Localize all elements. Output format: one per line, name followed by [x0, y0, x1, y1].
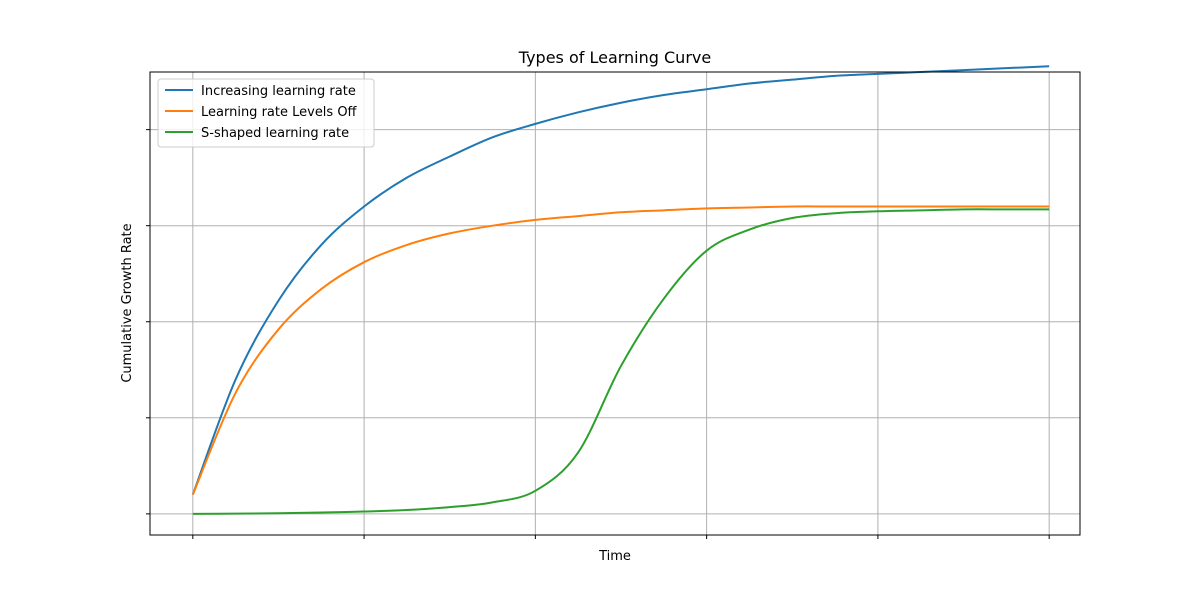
legend: Increasing learning rate Learning rate L…: [157, 78, 375, 148]
legend-label-s-shaped: S-shaped learning rate: [201, 126, 349, 141]
series-increasing-learning-rate: [191, 65, 1050, 496]
legend-box: [157, 78, 375, 148]
axis-ticks: [146, 129, 1050, 539]
chart-title: Types of Learning Curve: [518, 48, 711, 67]
legend-label-increasing: Increasing learning rate: [201, 84, 356, 99]
plot-frame: [149, 71, 1081, 536]
series-lines: [191, 65, 1050, 515]
series-s-shaped-learning-rate: [192, 208, 1050, 515]
legend-label-levels-off: Learning rate Levels Off: [201, 105, 358, 120]
x-axis-label: Time: [598, 549, 631, 564]
series-learning-rate-levels-off: [191, 205, 1050, 496]
y-axis-label: Cumulative Growth Rate: [120, 223, 135, 382]
